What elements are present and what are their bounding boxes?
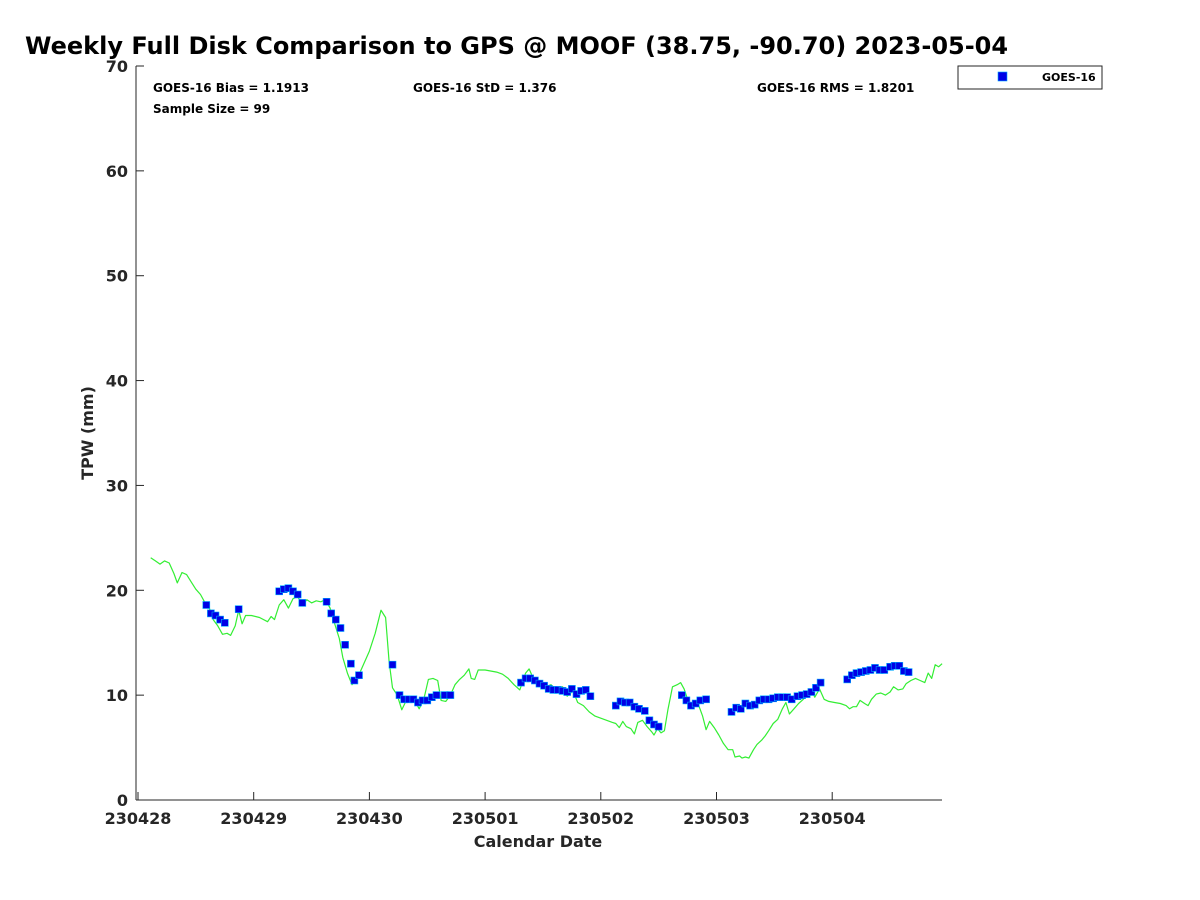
goes16-point [904, 668, 913, 676]
x-ticks: 230428 230429 230430 230501 230502 230503 2305… [105, 792, 866, 828]
y-ticks: 0 10 20 30 40 50 60 70 [106, 57, 144, 810]
x-tick-label: 230504 [799, 809, 866, 828]
legend: GOES-16 [957, 65, 1103, 90]
legend-label: GOES-16 [1042, 71, 1096, 84]
goes16-point [812, 683, 820, 692]
y-tick-label: 70 [106, 57, 128, 76]
goes16-point [640, 707, 649, 715]
stat-sample-size: Sample Size = 99 [153, 102, 270, 116]
goes16-point [350, 676, 359, 685]
goes16-point [645, 716, 654, 725]
goes16-point [234, 605, 243, 614]
legend-box [957, 65, 1103, 90]
goes16-point [625, 698, 634, 707]
goes16-point [331, 615, 340, 624]
goes16-point [202, 601, 211, 609]
y-tick-label: 10 [106, 686, 128, 705]
series-layer [150, 557, 943, 759]
goes16-point [586, 692, 595, 701]
goes16-point [347, 659, 355, 668]
goes16-point [895, 661, 904, 670]
x-tick-label: 230429 [220, 809, 287, 828]
goes16-point [341, 640, 349, 649]
goes16-point [221, 618, 229, 627]
goes16-point [843, 675, 852, 684]
stat-bias: GOES-16 Bias = 1.1913 [153, 81, 309, 95]
goes16-point [727, 708, 736, 716]
y-tick-label: 60 [106, 162, 128, 181]
goes16-point [293, 590, 302, 599]
goes16-point [355, 671, 363, 680]
y-tick-label: 40 [106, 372, 128, 391]
x-tick-label: 230503 [683, 809, 750, 828]
goes16-point [322, 597, 331, 606]
goes16-point [388, 660, 397, 669]
goes16-point [677, 691, 686, 699]
legend-marker [997, 71, 1008, 82]
goes16-point [211, 611, 220, 620]
y-axis-label: TPW (mm) [78, 386, 97, 480]
x-axis-label: Calendar Date [474, 832, 603, 851]
goes16-point [611, 701, 620, 710]
goes16-point [517, 678, 525, 687]
goes16-point [336, 624, 345, 632]
x-tick-label: 230428 [105, 809, 172, 828]
goes16-point [581, 686, 590, 694]
stat-std: GOES-16 StD = 1.376 [413, 81, 556, 95]
plot-area: 0 10 20 30 40 50 60 70 230428 230429 230430 230501… [105, 57, 943, 828]
goes16-point [395, 691, 404, 699]
goes16-point [807, 688, 816, 696]
goes16-point [682, 696, 691, 705]
y-tick-label: 20 [106, 581, 128, 600]
goes16-point [568, 685, 576, 693]
goes16-point [298, 599, 307, 607]
goes16-point [750, 700, 759, 709]
x-tick-label: 230502 [567, 809, 634, 828]
y-tick-label: 50 [106, 267, 128, 286]
y-tick-label: 0 [117, 791, 128, 810]
goes16-point [327, 609, 336, 618]
goes16-point [446, 691, 455, 699]
x-tick-label: 230430 [336, 809, 403, 828]
stat-rms: GOES-16 RMS = 1.8201 [757, 81, 914, 95]
goes16-point [816, 678, 825, 687]
goes16-point [432, 691, 441, 699]
x-tick-label: 230501 [452, 809, 519, 828]
chart-title: Weekly Full Disk Comparison to GPS @ MOO… [25, 32, 1008, 60]
goes16-point [736, 704, 745, 713]
goes16-point [654, 722, 663, 731]
goes16-point [702, 695, 710, 704]
y-tick-label: 30 [106, 476, 128, 495]
